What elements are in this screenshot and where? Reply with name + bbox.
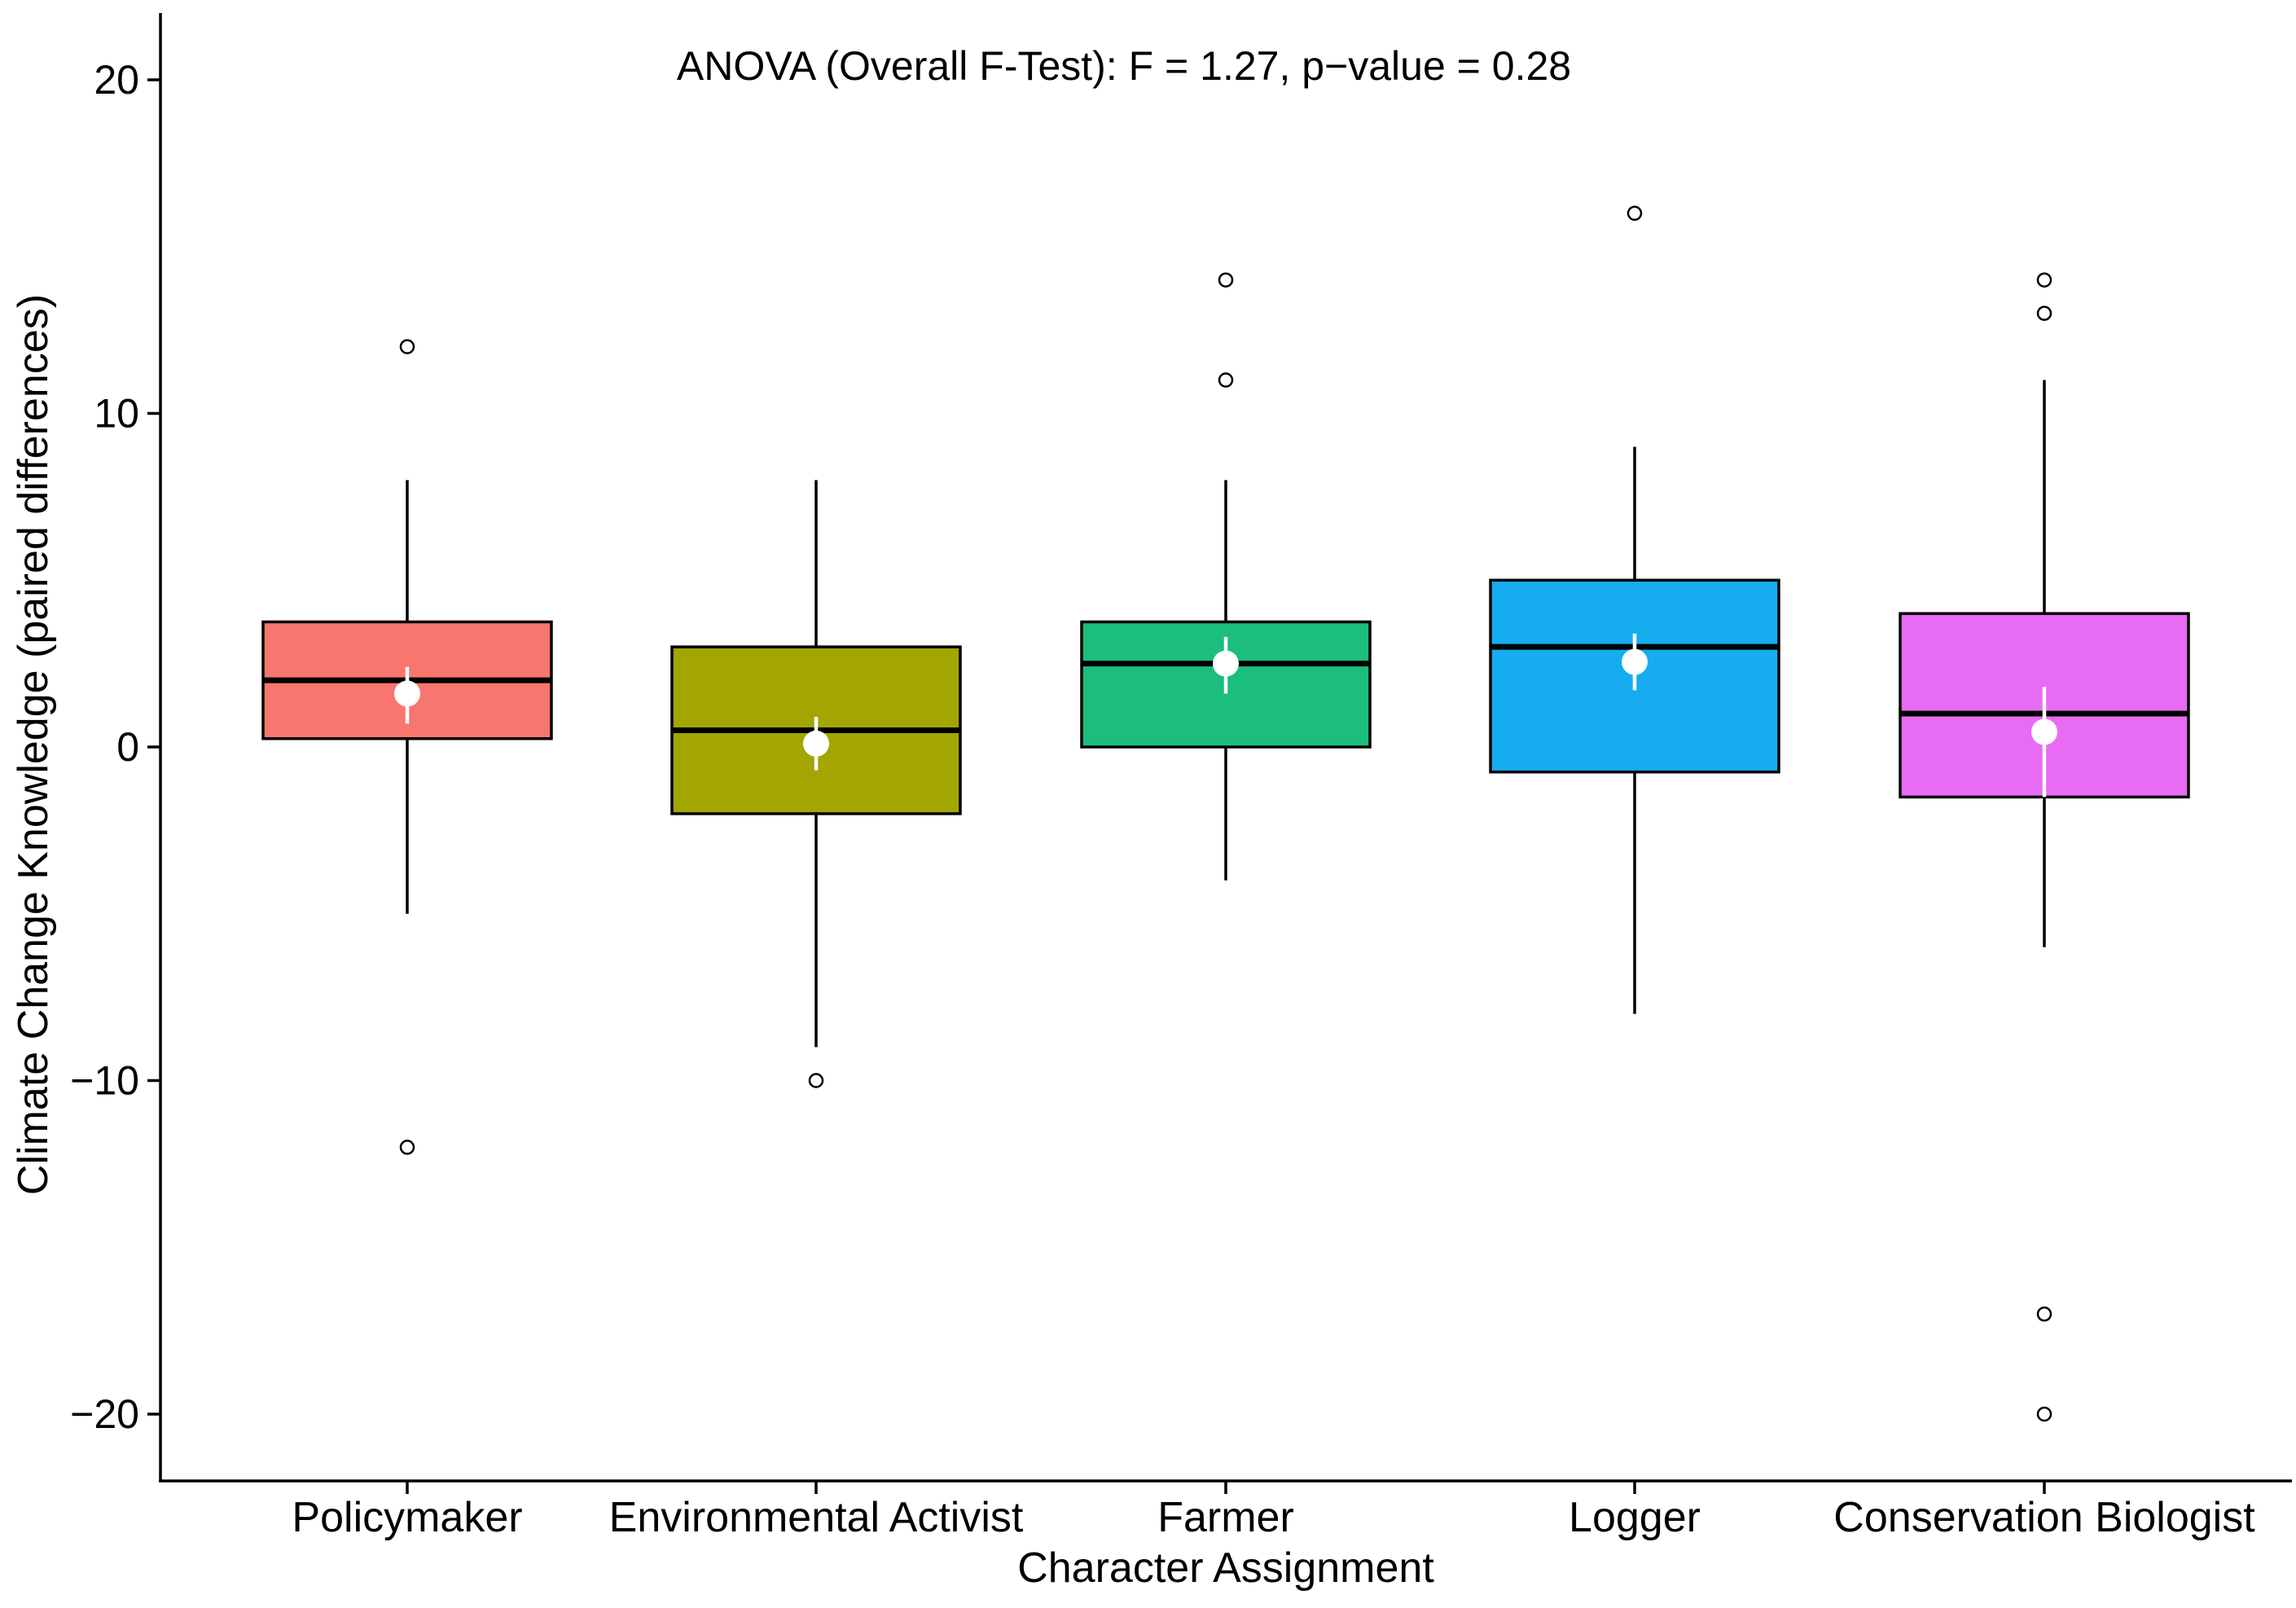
outlier-point	[1627, 205, 1643, 222]
outlier-point	[2036, 272, 2052, 288]
outlier-point	[399, 339, 415, 354]
y-tick-label: 0	[116, 724, 139, 770]
y-tick-label: −20	[70, 1391, 139, 1437]
y-axis-ticks: −20 −10 0 10 20	[70, 57, 160, 1437]
x-tick-label: Logger	[1569, 1494, 1701, 1541]
outlier-point	[2036, 1406, 2052, 1422]
x-axis-ticks: Policymaker Environmental Activist Farmer L…	[292, 1481, 2255, 1541]
x-tick-label: Environmental Activist	[609, 1494, 1024, 1541]
mean-point	[394, 680, 420, 707]
box-groups	[261, 205, 2190, 1422]
y-tick-label: 20	[94, 57, 139, 103]
outlier-point	[2036, 1306, 2052, 1322]
chart-title: ANOVA (Overall F-Test): F = 1.27, p−valu…	[677, 43, 1571, 89]
box-group-logger	[1489, 205, 1780, 1014]
mean-point	[1213, 650, 1239, 677]
y-axis-label: Climate Change Knowledge (paired differe…	[10, 294, 57, 1195]
mean-point	[2031, 718, 2057, 745]
x-tick-label: Farmer	[1157, 1494, 1294, 1541]
outlier-point	[808, 1073, 824, 1088]
y-tick-label: −10	[70, 1058, 139, 1104]
mean-point	[803, 730, 829, 757]
box-group-conservation-biologist	[1899, 272, 2190, 1422]
mean-point	[1622, 648, 1648, 675]
outlier-point	[2036, 305, 2052, 321]
box-group-policymaker	[261, 339, 553, 1155]
x-axis-label: Character Assignment	[1017, 1544, 1434, 1592]
y-tick-label: 10	[94, 391, 139, 437]
box-group-environmental-activist	[670, 480, 962, 1088]
box-group-farmer	[1080, 272, 1372, 881]
x-tick-label: Policymaker	[292, 1494, 522, 1541]
outlier-point	[1218, 272, 1234, 288]
outlier-point	[1218, 372, 1234, 388]
x-tick-label: Conservation Biologist	[1833, 1494, 2255, 1541]
outlier-point	[399, 1140, 415, 1155]
